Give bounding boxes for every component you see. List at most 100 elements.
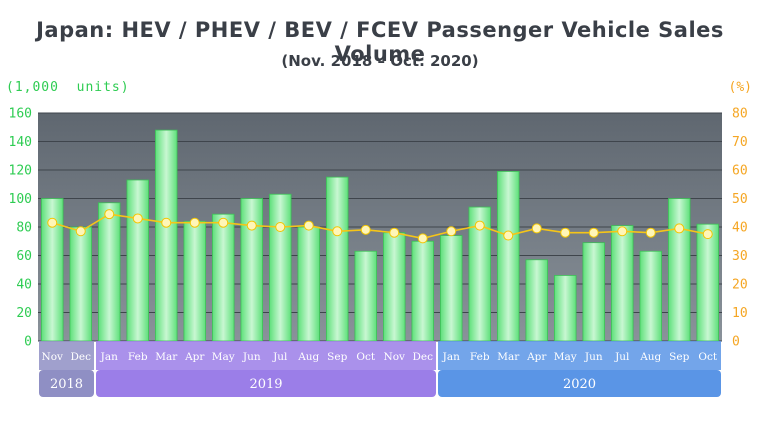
bar-6 <box>212 213 235 342</box>
percentage-point-2 <box>104 209 115 220</box>
month-label: Jul <box>614 351 630 363</box>
bar-8 <box>269 193 292 342</box>
bar-13 <box>411 240 434 342</box>
bar-11 <box>354 250 377 342</box>
year-band-2 <box>438 370 721 397</box>
left-tick-label: 120 <box>9 164 32 179</box>
left-tick-label: 20 <box>16 306 32 321</box>
percentage-point-3 <box>132 213 143 224</box>
bar-10 <box>326 176 349 342</box>
percentage-point-4 <box>161 217 172 228</box>
chart-subtitle: (Nov. 2018 – Oct. 2020) <box>281 52 479 70</box>
bar-12 <box>383 232 406 342</box>
month-label: Sep <box>669 351 689 363</box>
month-label: Oct <box>356 351 375 363</box>
left-tick-label: 0 <box>24 335 32 350</box>
month-label: Feb <box>470 351 490 363</box>
percentage-point-16 <box>503 230 514 241</box>
month-label: Oct <box>698 351 717 363</box>
right-tick-label: 50 <box>732 192 748 207</box>
bar-1 <box>69 226 92 342</box>
percentage-point-17 <box>531 223 542 234</box>
month-label: Apr <box>184 351 205 363</box>
right-tick-label: 20 <box>732 278 748 293</box>
percentage-point-9 <box>303 220 314 231</box>
percentage-point-11 <box>360 224 371 235</box>
year-band-1 <box>96 370 436 397</box>
month-label: Dec <box>412 351 433 363</box>
month-label: May <box>554 351 577 363</box>
year-band-0 <box>39 370 94 397</box>
right-tick-label: 30 <box>732 249 748 264</box>
right-tick-label: 10 <box>732 306 748 321</box>
percentage-point-18 <box>560 227 571 238</box>
month-label: Mar <box>497 351 520 363</box>
bar-21 <box>639 250 662 342</box>
percentage-point-1 <box>75 226 86 237</box>
percentage-point-6 <box>218 217 229 228</box>
month-label: Jul <box>272 351 288 363</box>
left-axis-unit-label: (1,000 units) <box>6 80 130 95</box>
bar-19 <box>582 242 605 342</box>
bar-9 <box>297 226 320 342</box>
month-band-2 <box>438 341 721 370</box>
left-tick-label: 160 <box>9 107 32 122</box>
year-label-2020: 2020 <box>563 377 596 392</box>
bar-7 <box>240 198 263 342</box>
month-label: Aug <box>297 351 319 363</box>
year-label-2018: 2018 <box>50 377 83 392</box>
right-tick-label: 80 <box>732 107 748 122</box>
left-tick-label: 40 <box>16 278 32 293</box>
month-label: Jan <box>442 351 460 363</box>
right-axis-unit-label: (%) <box>728 80 752 95</box>
percentage-point-7 <box>246 220 257 231</box>
percentage-point-21 <box>645 227 656 238</box>
percentage-point-20 <box>617 226 628 237</box>
month-label: Feb <box>128 351 148 363</box>
percentage-point-23 <box>702 229 713 240</box>
month-label: Aug <box>639 351 661 363</box>
bar-14 <box>440 235 463 342</box>
percentage-point-19 <box>588 227 599 238</box>
percentage-point-14 <box>446 226 457 237</box>
right-tick-label: 70 <box>732 135 748 150</box>
bar-4 <box>155 129 178 342</box>
chart-title: Japan: HEV / PHEV / BEV / FCEV Passenger… <box>36 18 724 66</box>
left-tick-label: 100 <box>9 192 32 207</box>
month-band-1 <box>96 341 436 370</box>
bar-23 <box>696 223 719 342</box>
percentage-point-5 <box>189 217 200 228</box>
bar-2 <box>98 202 121 342</box>
bar-16 <box>497 171 520 342</box>
month-label: Dec <box>70 351 91 363</box>
month-label: Jun <box>584 351 603 363</box>
bar-20 <box>611 225 634 342</box>
bar-18 <box>554 275 577 342</box>
month-label: Nov <box>384 351 406 363</box>
percentage-point-12 <box>389 227 400 238</box>
right-tick-label: 60 <box>732 164 748 179</box>
percentage-point-13 <box>417 233 428 244</box>
month-label: Mar <box>155 351 178 363</box>
month-label: Jun <box>242 351 261 363</box>
month-label: Nov <box>42 351 64 363</box>
bar-3 <box>126 179 149 342</box>
bar-5 <box>183 220 206 342</box>
percentage-point-10 <box>332 226 343 237</box>
bar-17 <box>525 259 548 342</box>
month-band-0 <box>39 341 94 370</box>
percentage-point-22 <box>674 223 685 234</box>
year-label-2019: 2019 <box>249 377 282 392</box>
percentage-point-8 <box>275 222 286 232</box>
percentage-point-15 <box>474 220 485 231</box>
left-tick-label: 80 <box>16 221 32 236</box>
month-label: Sep <box>327 351 347 363</box>
bar-22 <box>668 198 691 342</box>
right-tick-label: 40 <box>732 221 748 236</box>
right-tick-label: 0 <box>732 335 740 350</box>
left-tick-label: 140 <box>9 135 32 150</box>
percentage-point-0 <box>47 217 58 228</box>
month-label: May <box>212 351 235 363</box>
month-label: Jan <box>100 351 118 363</box>
